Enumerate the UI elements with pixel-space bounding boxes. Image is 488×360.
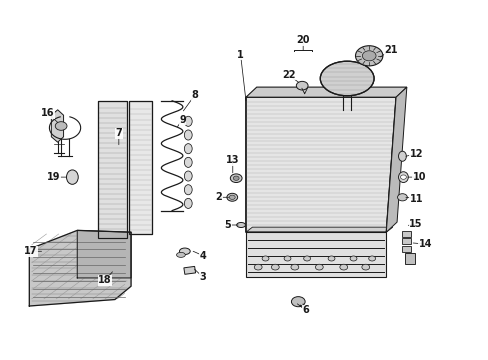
Polygon shape [386,87,406,232]
Text: 6: 6 [302,305,308,315]
Circle shape [400,175,406,179]
Polygon shape [245,87,406,97]
Ellipse shape [184,171,192,181]
Polygon shape [29,230,131,306]
Polygon shape [128,101,151,234]
Circle shape [368,256,375,261]
Circle shape [284,256,290,261]
Text: 21: 21 [384,45,397,55]
Ellipse shape [184,157,192,167]
Text: 10: 10 [412,172,426,182]
Ellipse shape [236,222,245,228]
Bar [401,231,410,237]
Text: 8: 8 [191,90,198,100]
Polygon shape [245,232,386,277]
Text: 4: 4 [199,251,206,261]
Circle shape [233,176,239,180]
Circle shape [229,195,235,199]
Polygon shape [98,101,127,238]
Text: 14: 14 [418,239,431,249]
Text: 20: 20 [296,35,309,45]
Ellipse shape [398,172,407,183]
Text: 16: 16 [41,108,55,118]
Text: 15: 15 [408,219,422,229]
Ellipse shape [398,151,406,161]
Ellipse shape [184,185,192,195]
Bar [401,238,410,244]
Ellipse shape [184,198,192,208]
Text: 1: 1 [237,50,244,60]
Circle shape [291,297,305,307]
Text: 3: 3 [199,272,206,282]
Bar [404,253,414,264]
Bar [401,246,410,252]
Circle shape [361,264,369,270]
Ellipse shape [184,116,192,126]
Text: 11: 11 [409,194,423,204]
Text: 12: 12 [409,149,423,159]
Circle shape [226,193,237,201]
Text: 13: 13 [225,155,239,165]
Circle shape [315,264,323,270]
Polygon shape [245,97,395,232]
Circle shape [55,122,67,130]
Circle shape [296,81,307,90]
Ellipse shape [184,144,192,154]
Ellipse shape [320,61,373,96]
Circle shape [362,51,375,61]
Text: 19: 19 [47,172,61,182]
Text: 22: 22 [281,70,295,80]
Ellipse shape [66,170,78,184]
Polygon shape [183,266,195,274]
Text: 18: 18 [98,275,112,285]
Circle shape [355,46,382,66]
Ellipse shape [184,130,192,140]
Circle shape [327,256,334,261]
Circle shape [254,264,262,270]
Ellipse shape [176,252,185,257]
Polygon shape [245,227,392,232]
Ellipse shape [179,248,190,255]
Text: 7: 7 [115,128,122,138]
Circle shape [230,174,242,183]
Text: 5: 5 [224,220,231,230]
Circle shape [397,194,407,201]
Text: 17: 17 [23,246,37,256]
Circle shape [349,256,356,261]
Polygon shape [29,230,131,306]
Text: 9: 9 [179,114,185,125]
Circle shape [262,256,268,261]
Circle shape [290,264,298,270]
Circle shape [339,264,347,270]
Text: 2: 2 [215,192,222,202]
Polygon shape [77,230,131,278]
Circle shape [303,256,310,261]
Circle shape [271,264,279,270]
Polygon shape [51,110,63,142]
